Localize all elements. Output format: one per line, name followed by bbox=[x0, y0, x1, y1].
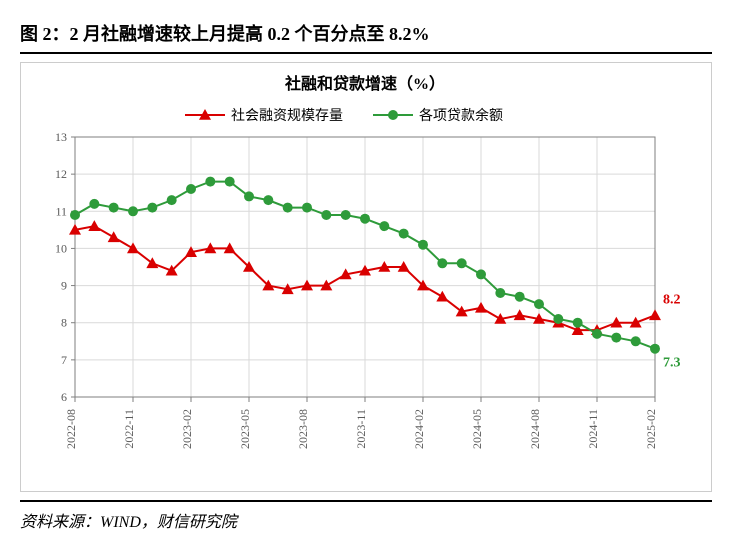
x-tick-label: 2023-08 bbox=[296, 409, 310, 449]
x-tick-label: 2023-11 bbox=[354, 409, 368, 449]
circle-marker bbox=[186, 184, 196, 194]
x-tick-label: 2025-02 bbox=[644, 409, 658, 449]
circle-marker bbox=[205, 177, 215, 187]
x-tick-label: 2024-08 bbox=[528, 409, 542, 449]
x-tick-label: 2022-11 bbox=[122, 409, 136, 449]
figure-title: 图 2：2 月社融增速较上月提高 0.2 个百分点至 8.2% bbox=[20, 20, 712, 54]
circle-marker bbox=[360, 214, 370, 224]
circle-marker bbox=[495, 288, 505, 298]
y-tick-label: 13 bbox=[55, 130, 67, 144]
legend-label: 社会融资规模存量 bbox=[231, 108, 343, 124]
x-tick-label: 2024-11 bbox=[586, 409, 600, 449]
circle-marker bbox=[109, 203, 119, 213]
x-tick-label: 2022-08 bbox=[64, 409, 78, 449]
x-tick-label: 2023-02 bbox=[180, 409, 194, 449]
circle-marker bbox=[244, 191, 254, 201]
circle-marker bbox=[573, 318, 583, 328]
circle-marker bbox=[263, 195, 273, 205]
y-tick-label: 8 bbox=[61, 316, 67, 330]
end-label: 7.3 bbox=[663, 356, 681, 371]
circle-marker bbox=[399, 229, 409, 239]
y-tick-label: 7 bbox=[61, 353, 67, 367]
circle-marker bbox=[611, 333, 621, 343]
circle-marker bbox=[418, 240, 428, 250]
circle-marker bbox=[225, 177, 235, 187]
circle-marker bbox=[437, 258, 447, 268]
circle-marker bbox=[457, 258, 467, 268]
legend-label: 各项贷款余额 bbox=[419, 107, 503, 124]
y-tick-label: 6 bbox=[61, 390, 67, 404]
circle-marker bbox=[70, 210, 80, 220]
y-tick-label: 10 bbox=[55, 241, 67, 255]
circle-marker bbox=[650, 344, 660, 354]
circle-marker bbox=[341, 210, 351, 220]
line-chart: 6 7 8 9 10 11 12 13 2022-08 2022-11 2023-02 2023-05… bbox=[25, 67, 705, 487]
circle-marker bbox=[631, 336, 641, 346]
circle-marker bbox=[592, 329, 602, 339]
x-tick-label: 2024-05 bbox=[470, 409, 484, 449]
legend-circle-icon bbox=[388, 110, 398, 120]
circle-marker bbox=[321, 210, 331, 220]
circle-marker bbox=[476, 269, 486, 279]
circle-marker bbox=[515, 292, 525, 302]
y-tick-label: 11 bbox=[55, 204, 67, 218]
y-tick-label: 12 bbox=[55, 167, 67, 181]
circle-marker bbox=[167, 195, 177, 205]
circle-marker bbox=[553, 314, 563, 324]
circle-marker bbox=[302, 203, 312, 213]
x-tick-label: 2024-02 bbox=[412, 409, 426, 449]
circle-marker bbox=[283, 203, 293, 213]
x-tick-label: 2023-05 bbox=[238, 409, 252, 449]
chart-title: 社融和贷款增速（%） bbox=[284, 74, 445, 93]
circle-marker bbox=[89, 199, 99, 209]
circle-marker bbox=[128, 206, 138, 216]
circle-marker bbox=[379, 221, 389, 231]
source-text: 资料来源：WIND，财信研究院 bbox=[20, 500, 712, 532]
end-label: 8.2 bbox=[663, 292, 681, 307]
y-tick-label: 9 bbox=[61, 279, 67, 293]
chart-container: 6 7 8 9 10 11 12 13 2022-08 2022-11 2023-02 2023-05… bbox=[20, 62, 712, 492]
circle-marker bbox=[534, 299, 544, 309]
circle-marker bbox=[147, 203, 157, 213]
